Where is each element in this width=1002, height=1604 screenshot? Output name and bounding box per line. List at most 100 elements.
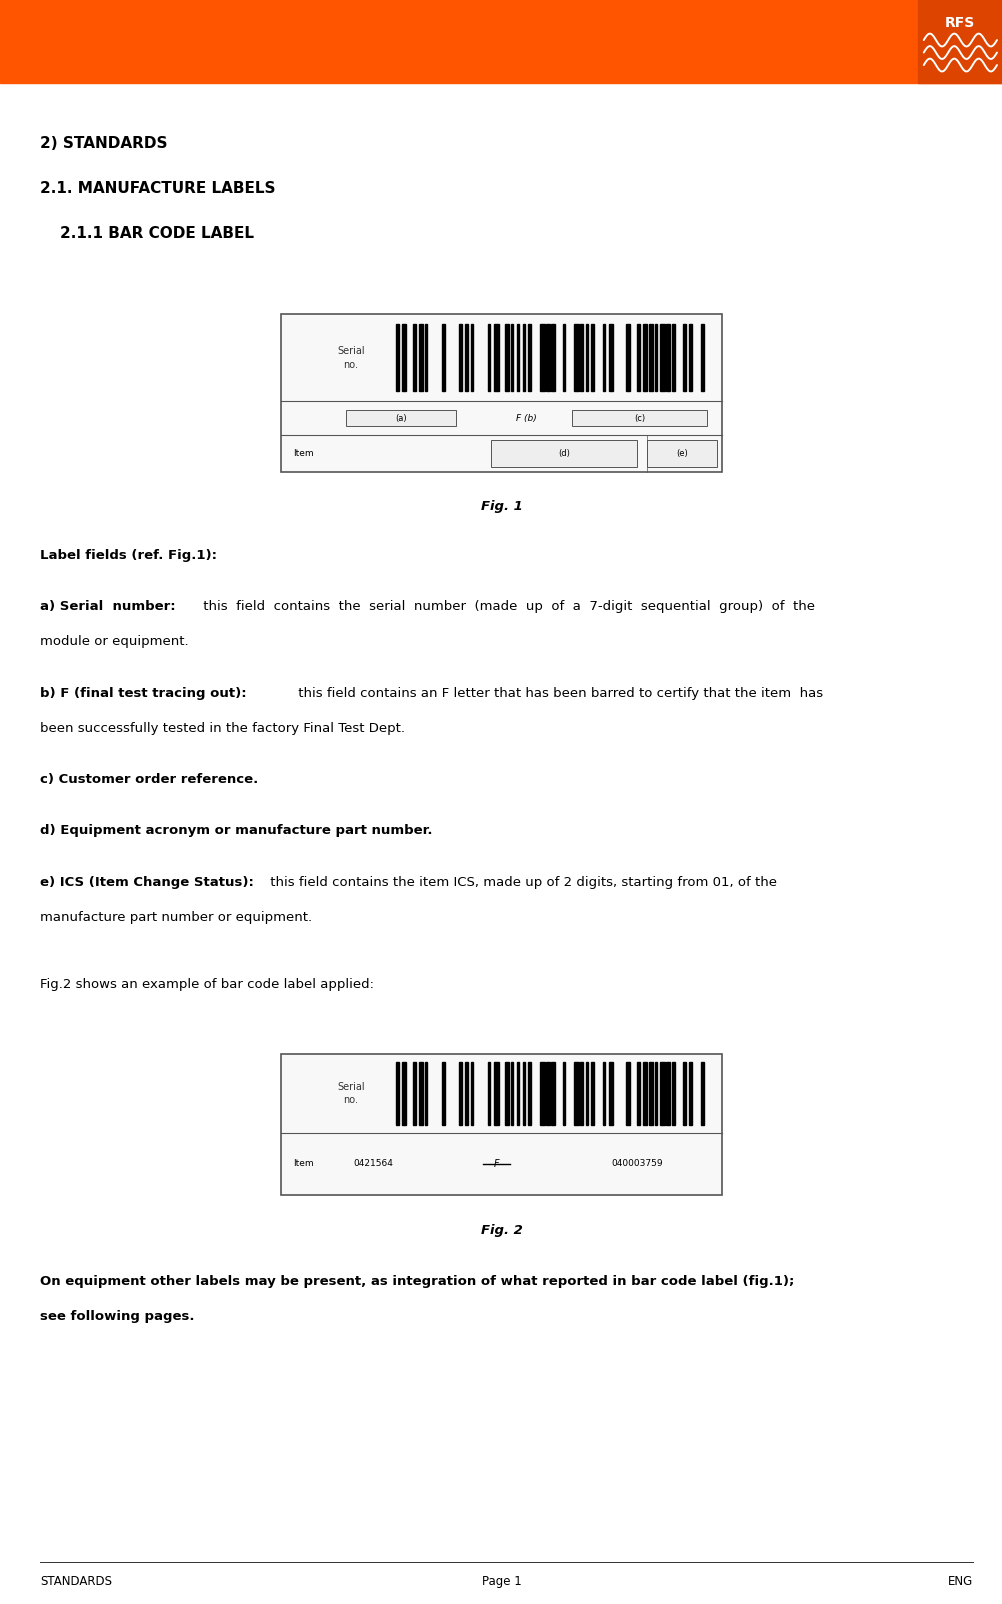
Bar bbox=[465, 1062, 468, 1124]
Bar bbox=[493, 1062, 498, 1124]
Text: module or equipment.: module or equipment. bbox=[40, 635, 188, 648]
Bar bbox=[413, 1062, 415, 1124]
Bar bbox=[688, 1062, 691, 1124]
Bar bbox=[682, 324, 684, 391]
Text: On equipment other labels may be present, as integration of what reported in bar: On equipment other labels may be present… bbox=[40, 1275, 794, 1288]
Bar bbox=[442, 1062, 445, 1124]
Text: no.: no. bbox=[344, 359, 358, 369]
Bar bbox=[505, 324, 509, 391]
Bar bbox=[516, 324, 518, 391]
Bar bbox=[648, 324, 653, 391]
Text: STANDARDS: STANDARDS bbox=[40, 1575, 112, 1588]
Bar bbox=[602, 1062, 604, 1124]
Bar bbox=[659, 324, 664, 391]
Bar bbox=[700, 1062, 703, 1124]
Bar bbox=[671, 324, 674, 391]
Text: manufacture part number or equipment.: manufacture part number or equipment. bbox=[40, 911, 312, 924]
Bar bbox=[591, 1062, 593, 1124]
Text: Fig. 2: Fig. 2 bbox=[480, 1224, 522, 1237]
Bar bbox=[585, 324, 587, 391]
Bar bbox=[465, 324, 468, 391]
Text: 0421564: 0421564 bbox=[353, 1160, 393, 1168]
Bar bbox=[608, 324, 612, 391]
Bar bbox=[528, 1062, 531, 1124]
Text: F (b): F (b) bbox=[516, 414, 536, 422]
Text: 2) STANDARDS: 2) STANDARDS bbox=[40, 136, 167, 151]
Bar bbox=[571, 411, 706, 425]
Bar bbox=[665, 324, 669, 391]
Bar bbox=[654, 324, 656, 391]
Text: no.: no. bbox=[344, 1094, 358, 1105]
Bar bbox=[591, 324, 593, 391]
Text: 2.1. MANUFACTURE LABELS: 2.1. MANUFACTURE LABELS bbox=[40, 181, 276, 196]
Bar bbox=[539, 324, 544, 391]
Text: F: F bbox=[493, 1160, 499, 1169]
Bar bbox=[402, 1062, 406, 1124]
Text: Label fields (ref. Fig.1):: Label fields (ref. Fig.1): bbox=[40, 549, 216, 561]
Text: c) Customer order reference.: c) Customer order reference. bbox=[40, 773, 259, 786]
Bar bbox=[642, 1062, 646, 1124]
Bar bbox=[419, 1062, 423, 1124]
Text: 2.1.1 BAR CODE LABEL: 2.1.1 BAR CODE LABEL bbox=[60, 226, 254, 241]
Text: ENG: ENG bbox=[947, 1575, 972, 1588]
Bar bbox=[442, 324, 445, 391]
Bar bbox=[551, 1062, 554, 1124]
Bar bbox=[488, 324, 490, 391]
Bar bbox=[562, 1062, 564, 1124]
Bar bbox=[682, 1062, 684, 1124]
Bar bbox=[574, 1062, 578, 1124]
Bar bbox=[419, 324, 423, 391]
Text: (a): (a) bbox=[395, 414, 407, 422]
Bar bbox=[0, 0, 1002, 83]
Bar bbox=[539, 1062, 544, 1124]
Bar bbox=[511, 1062, 513, 1124]
Text: (c): (c) bbox=[633, 414, 644, 422]
Bar bbox=[522, 1062, 525, 1124]
Bar bbox=[522, 324, 525, 391]
Bar bbox=[579, 324, 582, 391]
Text: Serial: Serial bbox=[337, 346, 365, 356]
Text: Item: Item bbox=[293, 449, 314, 459]
Bar bbox=[511, 324, 513, 391]
Bar bbox=[625, 324, 630, 391]
Text: been successfully tested in the factory Final Test Dept.: been successfully tested in the factory … bbox=[40, 722, 405, 735]
Bar bbox=[459, 1062, 462, 1124]
Bar bbox=[602, 324, 604, 391]
Text: see following pages.: see following pages. bbox=[40, 1310, 194, 1323]
Bar bbox=[688, 324, 691, 391]
Text: b) F (final test tracing out):: b) F (final test tracing out): bbox=[40, 687, 246, 699]
Text: Serial: Serial bbox=[337, 1083, 365, 1092]
Bar bbox=[545, 1062, 550, 1124]
Bar bbox=[648, 1062, 653, 1124]
Bar bbox=[396, 1062, 399, 1124]
Text: this field contains the item ICS, made up of 2 digits, starting from 01, of the: this field contains the item ICS, made u… bbox=[266, 876, 776, 889]
Text: a) Serial  number:: a) Serial number: bbox=[40, 600, 175, 613]
Bar bbox=[671, 1062, 674, 1124]
Bar bbox=[281, 1054, 721, 1195]
Bar bbox=[470, 324, 473, 391]
Bar bbox=[505, 1062, 509, 1124]
Bar bbox=[425, 1062, 427, 1124]
Bar bbox=[562, 324, 564, 391]
Bar bbox=[459, 324, 462, 391]
Bar bbox=[579, 1062, 582, 1124]
Text: d) Equipment acronym or manufacture part number.: d) Equipment acronym or manufacture part… bbox=[40, 824, 432, 837]
Bar bbox=[545, 324, 550, 391]
Bar bbox=[528, 324, 531, 391]
Text: 040003759: 040003759 bbox=[610, 1160, 662, 1168]
Bar bbox=[551, 324, 554, 391]
Bar bbox=[642, 324, 646, 391]
Bar bbox=[654, 1062, 656, 1124]
Bar bbox=[396, 324, 399, 391]
Text: Item: Item bbox=[293, 1160, 314, 1168]
Bar bbox=[608, 1062, 612, 1124]
Bar bbox=[281, 314, 721, 472]
Bar bbox=[413, 324, 415, 391]
Bar bbox=[574, 324, 578, 391]
Text: (e): (e) bbox=[675, 449, 687, 459]
Text: this  field  contains  the  serial  number  (made  up  of  a  7-digit  sequentia: this field contains the serial number (m… bbox=[198, 600, 814, 613]
Bar bbox=[585, 1062, 587, 1124]
Bar bbox=[493, 324, 498, 391]
Text: Fig.2 shows an example of bar code label applied:: Fig.2 shows an example of bar code label… bbox=[40, 978, 374, 991]
Text: RFS: RFS bbox=[944, 16, 975, 29]
